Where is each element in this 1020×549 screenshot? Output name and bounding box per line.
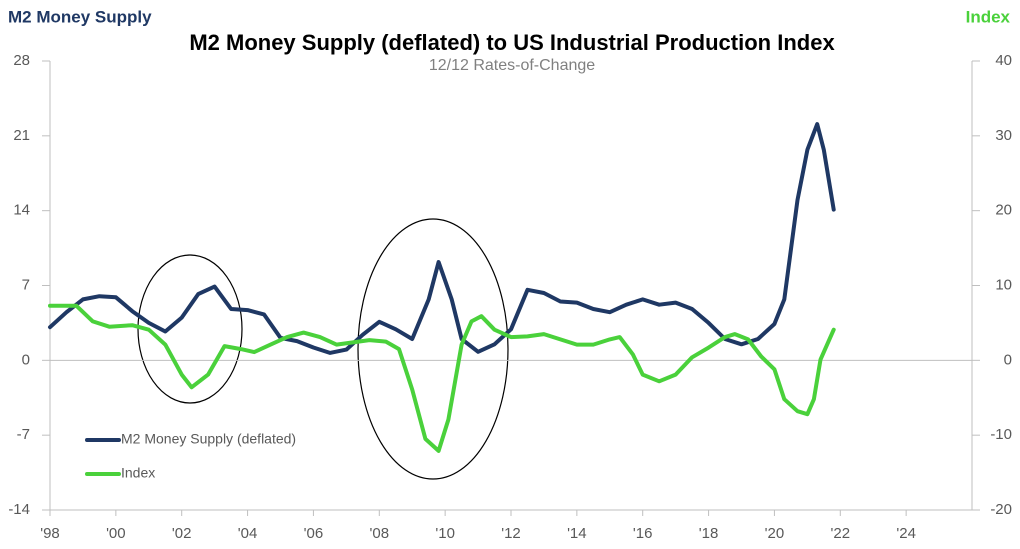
x-tick-label: '14 bbox=[567, 525, 587, 542]
x-tick-label: '16 bbox=[633, 525, 653, 542]
legend-label: M2 Money Supply (deflated) bbox=[121, 431, 296, 447]
x-tick-label: '04 bbox=[238, 525, 258, 542]
data-line bbox=[48, 122, 836, 355]
y2-tick-label: 10 bbox=[995, 276, 1012, 293]
x-tick-label: '10 bbox=[435, 525, 455, 542]
x-tick-label: '22 bbox=[831, 525, 851, 542]
y-tick-label: 0 bbox=[22, 351, 30, 368]
y2-tick-label: 20 bbox=[995, 202, 1012, 219]
x-tick-label: '00 bbox=[106, 525, 126, 542]
chart-title: M2 Money Supply (deflated) to US Industr… bbox=[189, 30, 835, 55]
highlight-ellipse bbox=[357, 218, 509, 480]
y2-tick-label: 0 bbox=[1004, 351, 1012, 368]
x-tick-label: '02 bbox=[172, 525, 192, 542]
data-line bbox=[48, 303, 836, 453]
y-axis-title: M2 Money Supply bbox=[8, 7, 152, 26]
highlight-ellipse bbox=[137, 254, 243, 404]
x-tick-label: '12 bbox=[501, 525, 521, 542]
x-tick-label: '08 bbox=[370, 525, 390, 542]
y2-tick-label: 40 bbox=[995, 52, 1012, 69]
x-tick-label: '24 bbox=[896, 525, 916, 542]
legend-label: Index bbox=[121, 465, 155, 481]
x-tick-label: '06 bbox=[304, 525, 324, 542]
y-tick-label: -14 bbox=[8, 501, 30, 518]
x-tick-label: '20 bbox=[765, 525, 785, 542]
y2-tick-label: -10 bbox=[990, 426, 1012, 443]
y-tick-label: 28 bbox=[13, 52, 30, 69]
y-tick-label: -7 bbox=[17, 426, 30, 443]
y-tick-label: 21 bbox=[13, 127, 30, 144]
y2-tick-label: 30 bbox=[995, 127, 1012, 144]
y2-axis-title: Index bbox=[966, 7, 1011, 26]
y2-tick-label: -20 bbox=[990, 501, 1012, 518]
y-tick-label: 14 bbox=[13, 202, 30, 219]
x-tick-label: '98 bbox=[40, 525, 60, 542]
y-tick-label: 7 bbox=[22, 276, 30, 293]
x-tick-label: '18 bbox=[699, 525, 719, 542]
chart-subtitle: 12/12 Rates-of-Change bbox=[429, 57, 595, 74]
